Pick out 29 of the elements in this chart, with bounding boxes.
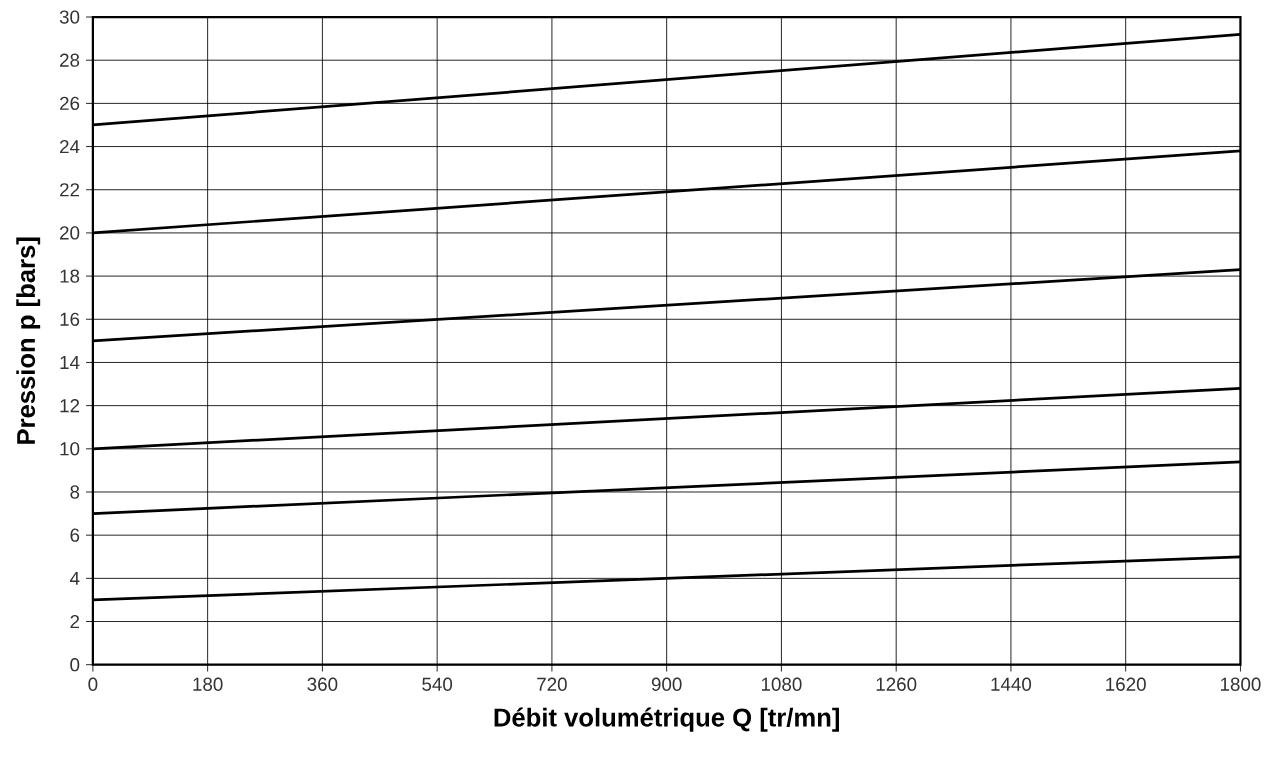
- x-tick-label: 900: [651, 677, 682, 692]
- y-axis-title: Pression p [bars]: [16, 237, 41, 445]
- y-tick-label: 26: [60, 96, 80, 111]
- x-tick-label: 1620: [1106, 677, 1146, 692]
- y-tick-label: 0: [70, 658, 80, 672]
- y-tick-label: 8: [70, 485, 80, 499]
- x-tick-label: 0: [88, 677, 98, 692]
- x-tick-label: 360: [307, 677, 338, 692]
- y-tick-label: 16: [60, 312, 80, 327]
- x-tick-label: 1080: [761, 677, 802, 692]
- y-tick-label: 12: [60, 399, 80, 413]
- x-tick-label: 180: [193, 677, 223, 692]
- x-tick-label: 1440: [991, 677, 1032, 692]
- y-tick-label: 24: [60, 140, 80, 154]
- y-tick-label: 10: [60, 442, 80, 456]
- y-tick-label: 18: [60, 269, 80, 283]
- y-tick-label: 14: [60, 356, 80, 370]
- x-axis-title: Débit volumétrique Q [tr/mn]: [494, 707, 839, 732]
- y-tick-label: 2: [70, 615, 80, 629]
- y-tick-label: 20: [60, 226, 80, 240]
- y-tick-label: 30: [59, 10, 80, 24]
- x-tick-label: 1260: [876, 677, 917, 692]
- y-tick-label: 6: [70, 528, 80, 543]
- x-tick-label: 540: [422, 677, 453, 692]
- y-tick-label: 28: [60, 53, 80, 68]
- x-tick-label: 720: [537, 677, 567, 692]
- x-tick-label: 1800: [1220, 677, 1261, 692]
- y-tick-label: 4: [69, 572, 80, 586]
- y-tick-label: 22: [60, 183, 80, 197]
